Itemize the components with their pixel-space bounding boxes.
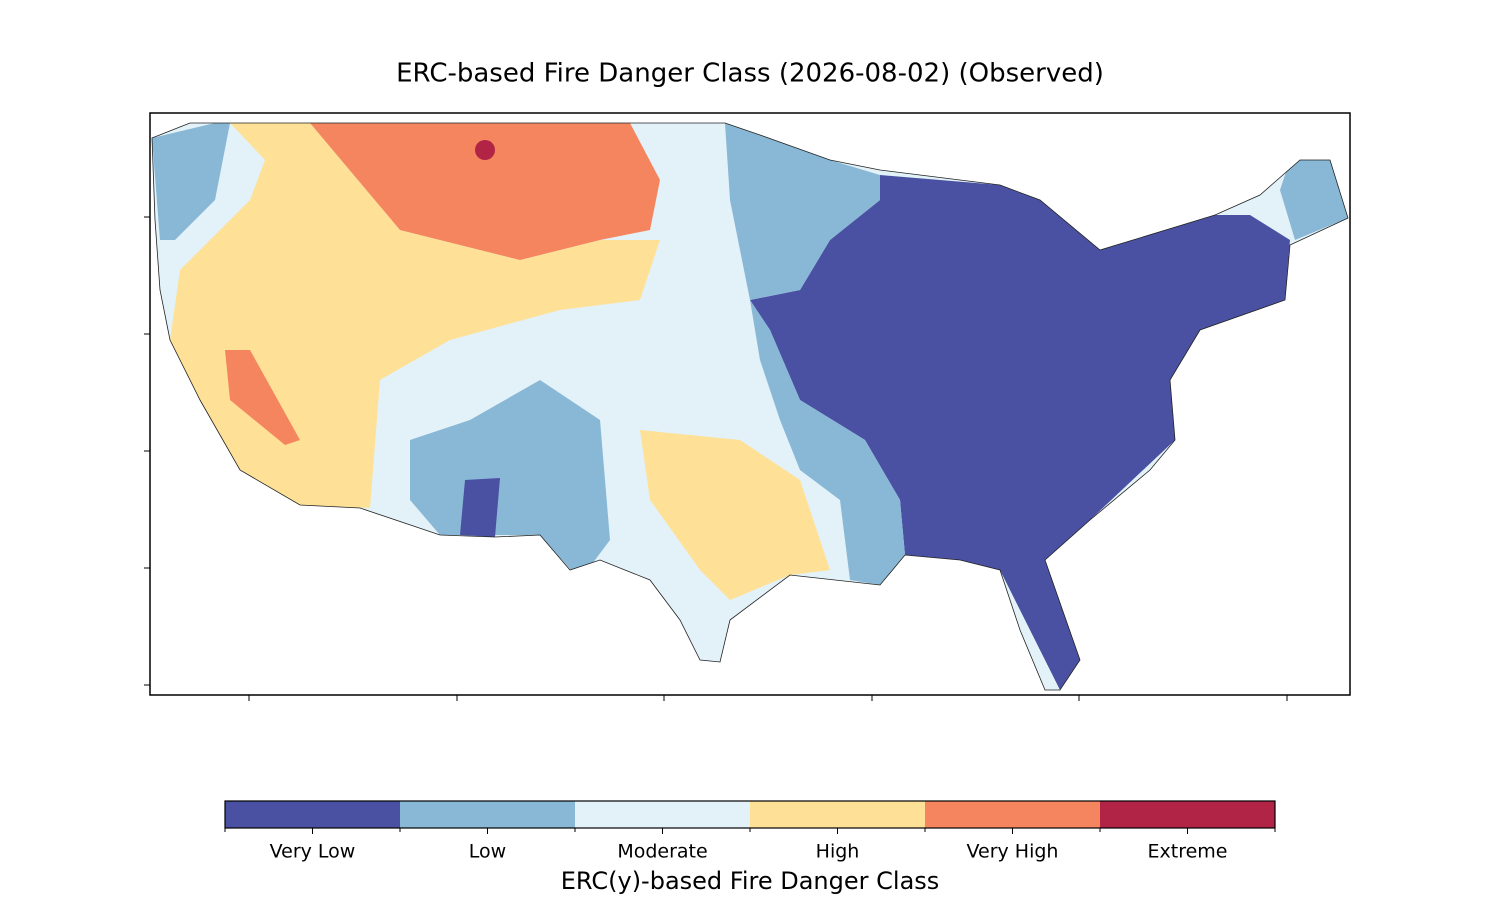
- colorbar-tick-label: Very High: [967, 841, 1059, 863]
- region: [225, 350, 300, 445]
- colorbar-segment: [575, 801, 750, 828]
- us-outline: [151, 122, 1349, 691]
- map-regions: [152, 123, 1348, 690]
- map-ticks: [144, 216, 1288, 701]
- colorbar-tick-label: Very Low: [270, 841, 356, 863]
- colorbar-segment: [925, 801, 1100, 828]
- colorbar-label: ERC(y)-based Fire Danger Class: [561, 867, 940, 895]
- colorbar-frame: [224, 800, 1276, 829]
- colorbar: Very Low Low Moderate High Very High Extreme: [224, 801, 1276, 863]
- colorbar-tick-label: High: [816, 841, 860, 863]
- region: [750, 300, 905, 585]
- colorbar-segment: [225, 801, 400, 828]
- region: [750, 175, 1290, 690]
- region: [1280, 160, 1348, 240]
- map-title: ERC-based Fire Danger Class (2026-08-02)…: [396, 59, 1104, 89]
- colorbar-tick-label: Low: [469, 841, 506, 863]
- region: [170, 123, 660, 508]
- region: [410, 380, 610, 580]
- region: [475, 140, 495, 160]
- colorbar-tick-label: Moderate: [617, 841, 707, 863]
- map-frame: [149, 112, 1351, 696]
- colorbar-tick-label: Extreme: [1148, 841, 1228, 863]
- region: [152, 123, 230, 240]
- colorbar-segment: [1100, 801, 1275, 828]
- region: [460, 478, 500, 537]
- region: [640, 430, 830, 600]
- region: [725, 123, 880, 300]
- region: [310, 123, 660, 260]
- colorbar-segment: [400, 801, 575, 828]
- colorbar-segment: [750, 801, 925, 828]
